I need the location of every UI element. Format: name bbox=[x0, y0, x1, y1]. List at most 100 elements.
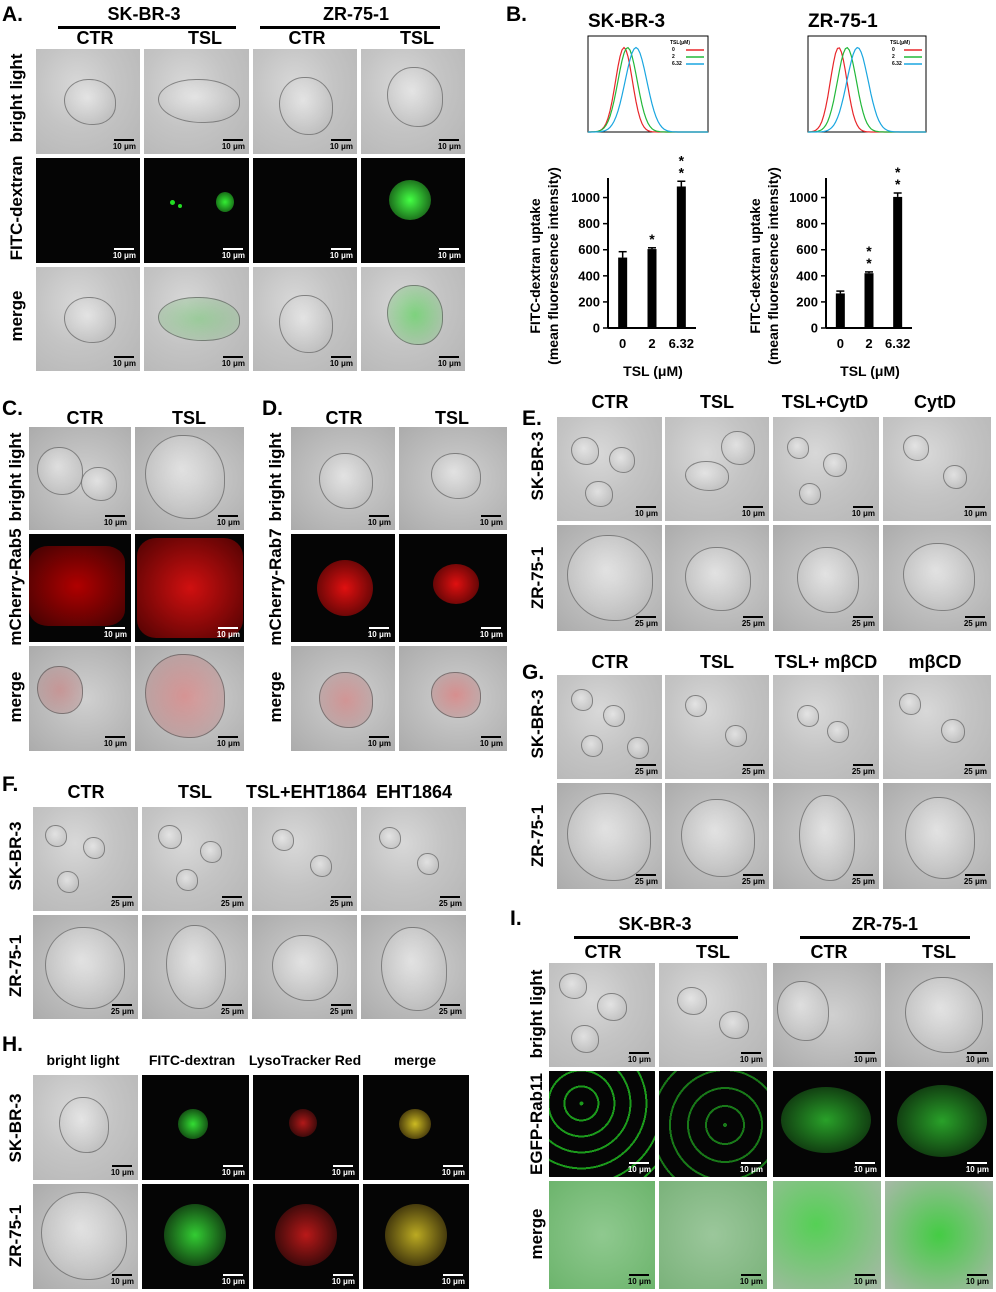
panel-a-image-merge-ctr2: 10 μm bbox=[252, 266, 358, 372]
panel-a-image-merge-ctr1: 10 μm bbox=[35, 266, 141, 372]
chart-1-bar bbox=[647, 249, 657, 328]
chart-1-ylabel-1: FITC-dextran uptake bbox=[527, 198, 543, 334]
panel-g-image-sk-tsl: 25 μm bbox=[664, 674, 770, 780]
panel-b-label: B. bbox=[506, 3, 527, 26]
panel-f-image-sk-tsleht: 25 μm bbox=[251, 806, 358, 912]
panel-f-cond-1: CTR bbox=[67, 782, 105, 802]
panel-a-image-bright-ctr2: 10 μm bbox=[252, 48, 358, 155]
panel-i-divider-2 bbox=[800, 936, 970, 939]
histogram-curve bbox=[807, 47, 926, 133]
panel-d-image-rab7-ctr: 10 μm bbox=[290, 533, 396, 643]
panel-i-image-merge-sk-tsl: 10 μm bbox=[658, 1180, 768, 1290]
panel-a-divider-1 bbox=[58, 26, 236, 29]
chart-2-ytick-label: 600 bbox=[796, 242, 818, 257]
panel-i-row-3: merge bbox=[527, 1208, 546, 1260]
panel-g-cond-4: mβCD bbox=[908, 652, 962, 672]
panel-d-cond-2: TSL bbox=[435, 408, 469, 428]
panel-i-divider-1 bbox=[574, 936, 738, 939]
panel-i-image-merge-zr-ctr: 10 μm bbox=[772, 1180, 882, 1290]
chart-1-ylabel-2: (mean fluorescence intensity) bbox=[545, 167, 561, 365]
panel-e-row-2: ZR-75-1 bbox=[528, 546, 547, 610]
chart-1-ytick-label: 200 bbox=[578, 294, 600, 309]
panel-f-row-2: ZR-75-1 bbox=[6, 934, 25, 998]
chart-2-category-label: 6.32 bbox=[885, 336, 910, 351]
legend-2-item-1: 2 bbox=[892, 54, 895, 60]
panel-g-image-sk-tslmbcd: 25 μm bbox=[772, 674, 880, 780]
panel-i-cellline-2: ZR-75-1 bbox=[851, 914, 918, 934]
panel-e-cond-3: TSL+CytD bbox=[781, 392, 869, 412]
panel-h-cond-2: FITC-dextran bbox=[148, 1052, 236, 1068]
chart-1-ytick-label: 1000 bbox=[571, 190, 600, 205]
legend-2-item-2: 6.32 bbox=[892, 61, 902, 67]
panel-d-row-1: bright light bbox=[266, 432, 285, 522]
panel-e-row-1: SK-BR-3 bbox=[528, 431, 547, 501]
chart-1-category-label: 6.32 bbox=[669, 336, 694, 351]
panel-c-label: C. bbox=[2, 397, 23, 420]
chart-2-xlabel: TSL (μM) bbox=[840, 363, 900, 379]
chart-2-category-label: 0 bbox=[837, 336, 844, 351]
panel-i-cond-1: CTR bbox=[584, 942, 622, 962]
panel-i-image-merge-sk-ctr: 10 μm bbox=[548, 1180, 656, 1290]
panel-h-row-2: ZR-75-1 bbox=[6, 1204, 25, 1268]
chart-2-ylabel-2: (mean fluorescence intensity) bbox=[765, 167, 781, 365]
panel-a-cond-1: CTR bbox=[76, 28, 114, 48]
panel-f-image-zr-tsl: 25 μm bbox=[141, 914, 249, 1020]
histogram-2 bbox=[807, 46, 926, 133]
panel-c-image-merge-ctr: 10 μm bbox=[28, 645, 132, 752]
panel-f-image-zr-tsleht: 25 μm bbox=[251, 914, 358, 1020]
panel-h-row-1: SK-BR-3 bbox=[6, 1093, 25, 1163]
panel-h-cond-1: bright light bbox=[46, 1052, 120, 1068]
panel-a-image-fitc-ctr2: 10 μm bbox=[252, 157, 358, 264]
panel-d-label: D. bbox=[262, 397, 283, 420]
panel-g-cond-2: TSL bbox=[700, 652, 734, 672]
panel-c-row-3: merge bbox=[6, 671, 25, 723]
panel-a-cellline-1: SK-BR-3 bbox=[107, 4, 181, 24]
panel-a-row-2: FITC-dextran bbox=[7, 155, 26, 261]
panel-i-cond-4: TSL bbox=[922, 942, 956, 962]
panel-d-image-merge-ctr: 10 μm bbox=[290, 645, 396, 752]
panel-f-image-sk-ctr: 25 μm bbox=[32, 806, 139, 912]
panel-i-image-rab11-zr-ctr: 10 μm bbox=[772, 1070, 882, 1178]
panel-a-row-1: bright light bbox=[7, 53, 26, 143]
panel-a-image-fitc-ctr1: 10 μm bbox=[35, 157, 141, 264]
panel-h-image-zr-bright: 10 μm bbox=[32, 1183, 139, 1290]
panel-f-image-sk-tsl: 25 μm bbox=[141, 806, 249, 912]
panel-e-image-sk-ctr: 10 μm bbox=[556, 416, 663, 522]
panel-h-label: H. bbox=[2, 1033, 23, 1056]
chart-2-ytick-label: 200 bbox=[796, 294, 818, 309]
panel-a-label: A. bbox=[2, 3, 23, 26]
panel-h-image-sk-fitc: 10 μm bbox=[141, 1074, 250, 1181]
panel-h-image-zr-merge: 10 μm bbox=[362, 1183, 470, 1290]
chart-2-significance-star: * bbox=[866, 243, 872, 259]
legend-1-item-0: 0 bbox=[672, 47, 675, 53]
chart-2-bar bbox=[864, 273, 874, 328]
chart-2-ytick-label: 0 bbox=[811, 321, 818, 336]
chart-1-significance-star: * bbox=[679, 164, 685, 180]
chart-1-xlabel: TSL (μM) bbox=[623, 363, 683, 379]
chart-1-ytick-label: 800 bbox=[578, 216, 600, 231]
chart-2-bar bbox=[893, 196, 903, 328]
panel-a-image-bright-ctr1: 10 μm bbox=[35, 48, 141, 155]
panel-c-image-rab5-ctr: 10 μm bbox=[28, 533, 132, 643]
panel-a-cond-3: CTR bbox=[288, 28, 326, 48]
panel-c-image-rab5-tsl: 10 μm bbox=[134, 533, 245, 643]
histogram-1-legend: TSL(μM) 0 2 6.32 bbox=[670, 40, 704, 67]
histogram-frame-1 bbox=[587, 35, 709, 133]
panel-d-image-bright-tsl: 10 μm bbox=[398, 426, 508, 531]
panel-a-image-merge-tsl1: 10 μm bbox=[143, 266, 250, 372]
panel-c-image-merge-tsl: 10 μm bbox=[134, 645, 245, 752]
panel-a-image-bright-tsl1: 10 μm bbox=[143, 48, 250, 155]
panel-c-cond-2: TSL bbox=[172, 408, 206, 428]
panel-i-image-merge-zr-tsl: 10 μm bbox=[884, 1180, 994, 1290]
panel-f-image-zr-ctr: 25 μm bbox=[32, 914, 139, 1020]
panel-h-image-zr-fitc: 10 μm bbox=[141, 1183, 250, 1290]
chart-1-ytick-label: 0 bbox=[593, 321, 600, 336]
chart-2-ylabel-1: FITC-dextran uptake bbox=[747, 198, 763, 334]
panel-i-image-bright-sk-tsl: 10 μm bbox=[658, 962, 768, 1068]
panel-a-cond-4: TSL bbox=[400, 28, 434, 48]
panel-d-row-3: merge bbox=[266, 671, 285, 723]
legend-1-item-1: 2 bbox=[672, 54, 675, 60]
chart-1-ytick-label: 400 bbox=[578, 268, 600, 283]
panel-i-cellline-1: SK-BR-3 bbox=[618, 914, 692, 934]
